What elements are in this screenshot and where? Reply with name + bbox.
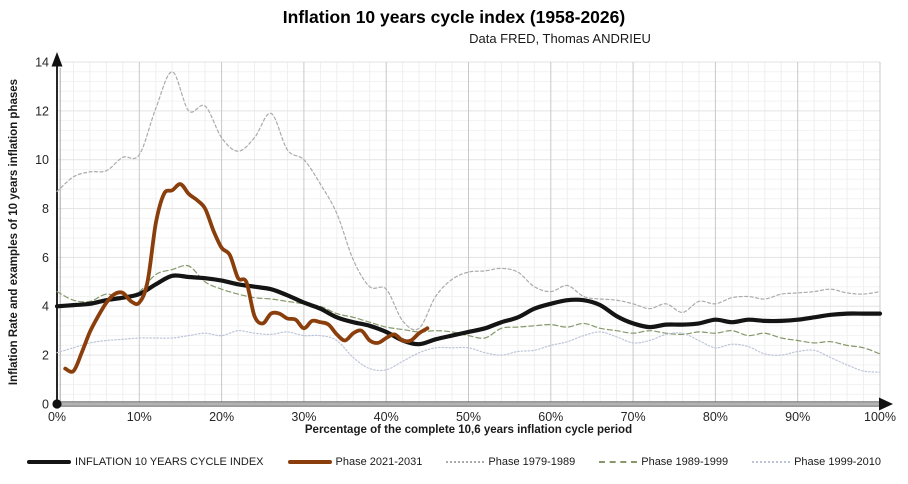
y-tick-label: 14 — [35, 55, 49, 69]
series-line-phase-1979-1989 — [56, 71, 881, 331]
x-tick-label: 50% — [456, 410, 481, 424]
y-tick-label: 12 — [35, 104, 49, 118]
y-tick-label: 2 — [42, 349, 49, 363]
x-tick-label: 40% — [374, 410, 399, 424]
x-tick-label: 30% — [291, 410, 316, 424]
legend-item-phase-2021-2031: Phase 2021-2031 — [287, 456, 423, 468]
y-tick-label: 6 — [42, 251, 49, 265]
legend-line-swatch-phase-1999-2010 — [752, 461, 791, 463]
series-line-phase-1989-1999 — [56, 264, 881, 355]
legend-label-phase-1999-2010: Phase 1999-2010 — [794, 456, 881, 468]
series-line-phase-2021-2031 — [63, 182, 430, 374]
legend-item-inflation-index: INFLATION 10 YEARS CYCLE INDEX — [27, 456, 264, 468]
series-line-inflation-10-years-cycle-index — [54, 273, 883, 347]
x-tick-label: 80% — [703, 410, 728, 424]
legend-label-phase-1989-1999: Phase 1989-1999 — [641, 456, 729, 468]
y-axis-arrow — [51, 52, 63, 67]
x-tick-label: 70% — [621, 410, 646, 424]
chart-title: Inflation 10 years cycle index (1958-202… — [282, 7, 626, 27]
x-axis-line — [56, 401, 884, 407]
legend-label-phase-1979-1989: Phase 1979-1989 — [488, 456, 576, 468]
x-tick-label: 10% — [127, 410, 152, 424]
legend-line-swatch-inflation-index — [27, 460, 72, 464]
legend-item-phase-1979-1989: Phase 1979-1989 — [446, 456, 575, 468]
y-tick-label: 4 — [42, 300, 49, 314]
grid-major — [57, 61, 881, 404]
y-tick-label: 8 — [42, 202, 49, 216]
series-line-phase-1999-2010 — [56, 330, 881, 373]
legend-line-swatch-phase-1979-1989 — [446, 461, 485, 463]
legend-label-phase-2021-2031: Phase 2021-2031 — [335, 456, 423, 468]
x-axis-title: Percentage of the complete 10,6 years in… — [304, 424, 633, 436]
legend-label-inflation-index: INFLATION 10 YEARS CYCLE INDEX — [75, 456, 264, 468]
legend-line-swatch-phase-2021-2031 — [287, 460, 332, 464]
legend-item-phase-1989-1999: Phase 1989-1999 — [599, 456, 728, 468]
legend: INFLATION 10 YEARS CYCLE INDEX Phase 202… — [0, 456, 908, 468]
y-tick-labels: 0 2 4 6 8 10 12 14 — [35, 55, 49, 411]
legend-line-swatch-phase-1989-1999 — [599, 461, 638, 463]
x-tick-label: 20% — [209, 410, 234, 424]
legend-item-phase-1999-2010: Phase 1999-2010 — [752, 456, 881, 468]
x-tick-label: 90% — [785, 410, 810, 424]
x-tick-label: 60% — [538, 410, 563, 424]
x-tick-label: 0% — [48, 410, 66, 424]
chart-subtitle: Data FRED, Thomas ANDRIEU — [469, 31, 651, 46]
x-axis-arrow — [879, 397, 893, 411]
y-tick-label: 0 — [42, 397, 49, 411]
x-tick-label: 100% — [864, 410, 896, 424]
y-tick-label: 10 — [35, 153, 49, 167]
origin-dot — [52, 399, 62, 409]
x-tick-labels: 0% 10% 20% 30% 40% 50% 60% 70% 80% 90% 100% — [48, 410, 896, 424]
